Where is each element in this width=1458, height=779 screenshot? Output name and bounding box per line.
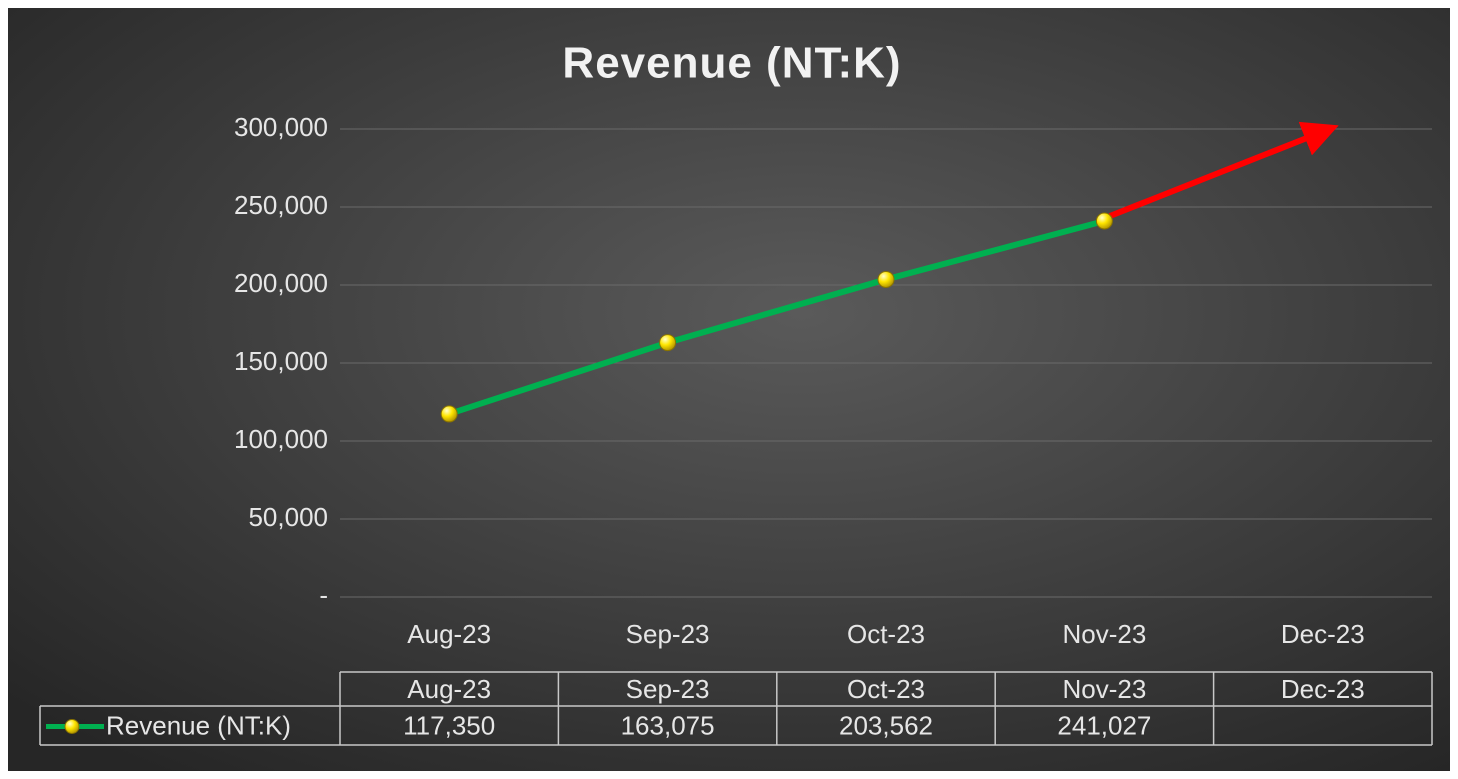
table-value: 241,027 [1057,710,1151,740]
legend-label: Revenue (NT:K) [106,710,291,740]
table-header: Dec-23 [1281,674,1365,704]
trend-arrow [1108,121,1339,219]
table-header: Nov-23 [1062,674,1146,704]
x-tick-label: Nov-23 [1062,619,1146,649]
series-line [448,218,1106,417]
x-tick-label: Dec-23 [1281,619,1365,649]
background [8,8,1450,771]
marker [440,405,458,423]
y-tick-label: 200,000 [234,268,328,298]
x-tick-label: Aug-23 [407,619,491,649]
marker [659,334,677,352]
chart-title: Revenue (NT:K) [562,39,901,88]
table-header: Aug-23 [407,674,491,704]
y-tick-label: 100,000 [234,424,328,454]
table-value: 163,075 [621,710,715,740]
y-tick-label: 250,000 [234,190,328,220]
table-value: 117,350 [403,710,495,740]
marker [877,270,895,288]
y-tick-label: 150,000 [234,346,328,376]
x-tick-label: Oct-23 [847,619,925,649]
y-tick-label: 300,000 [234,112,328,142]
table-header: Sep-23 [626,674,710,704]
legend-marker [64,719,80,734]
marker [1095,212,1113,230]
table-value: 203,562 [839,710,933,740]
x-tick-label: Sep-23 [626,619,710,649]
y-tick-label: 50,000 [248,502,328,532]
y-tick-label: - [319,580,328,610]
table-header: Oct-23 [847,674,925,704]
